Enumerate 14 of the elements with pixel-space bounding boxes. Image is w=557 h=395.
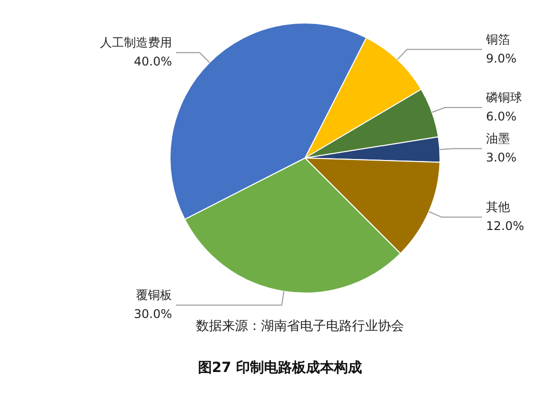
slice-label: 铜箔 xyxy=(485,32,510,46)
slice-label: 磷铜球 xyxy=(485,90,522,105)
data-label: 12.0% xyxy=(486,219,524,234)
source-note: 数据来源：湖南省电子电路行业协会 xyxy=(196,319,404,334)
data-label: 3.0% xyxy=(486,150,516,165)
text: 图27 印制电路板成本构成 xyxy=(198,360,362,376)
data-label: 6.0% xyxy=(486,110,516,124)
slice-label: 其他 xyxy=(486,200,510,214)
slice-label: 人工制造费用 xyxy=(100,36,172,50)
data-label: 30.0% xyxy=(134,307,172,322)
slice-label: 油墨 xyxy=(486,132,510,146)
slice-label: 覆铜板 xyxy=(136,288,172,302)
data-label: 40.0% xyxy=(134,54,172,69)
data-label: 9.0% xyxy=(486,51,516,66)
